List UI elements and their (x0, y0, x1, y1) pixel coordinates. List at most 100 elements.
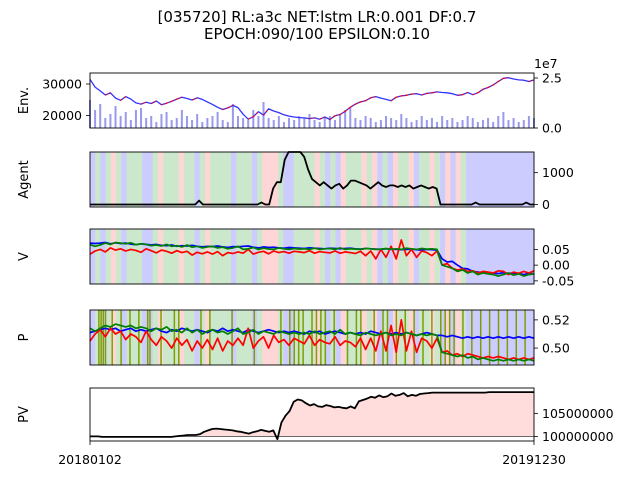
policy-region (298, 229, 305, 284)
volume-bar (191, 120, 194, 128)
volume-bar (349, 108, 352, 128)
policy-region (121, 229, 127, 284)
policy-region (471, 229, 477, 284)
policy-region (231, 310, 237, 365)
policy-region (105, 310, 112, 365)
policy-region (168, 152, 174, 207)
price-up-segment (309, 117, 315, 120)
axes-frame (89, 72, 535, 129)
y-tick-label: 20000 (42, 108, 82, 123)
axis-exponent-label: 1e7 (534, 56, 558, 71)
policy-region (471, 152, 477, 207)
volume-bar (446, 120, 449, 128)
policy-region (403, 152, 410, 207)
policy-region (439, 152, 446, 207)
price-up-segment (140, 101, 147, 105)
policy-region (137, 152, 143, 207)
price-up-segment (227, 104, 234, 109)
policy-region (293, 152, 300, 207)
policy-region (157, 229, 164, 284)
value-sell-line (89, 239, 535, 276)
policy-region (283, 310, 289, 365)
policy-region (366, 152, 373, 207)
policy-region (408, 229, 415, 284)
policy-region (340, 152, 347, 207)
panel-value: 0.050.00-0.05 V (17, 228, 574, 288)
volume-bar (109, 114, 112, 128)
price-up-segment (457, 94, 463, 96)
policy-region (429, 229, 436, 284)
policy-region (398, 229, 404, 284)
volume-bar (379, 120, 382, 128)
volume-bar (374, 122, 377, 128)
volume-bar (104, 118, 107, 128)
volume-bar (492, 122, 495, 128)
price-up-segment (370, 96, 376, 99)
volume-bar (527, 116, 530, 128)
policy-region (220, 229, 227, 284)
policy-region (513, 229, 519, 284)
policy-region (184, 229, 190, 284)
policy-region (189, 310, 195, 365)
policy-region (220, 152, 227, 207)
policy-region (210, 229, 216, 284)
policy-region (126, 229, 133, 284)
policy-region (460, 152, 467, 207)
y-axis-label: V (17, 252, 32, 261)
price-up-segment (421, 92, 427, 96)
price-up-segment (191, 97, 198, 101)
price-up-segment (355, 101, 361, 105)
volume-bar (354, 118, 357, 128)
volume-bar (288, 118, 291, 128)
policy-region (262, 152, 268, 207)
policy-region (486, 152, 493, 207)
policy-region (131, 229, 138, 284)
price-up-segment (406, 93, 412, 96)
policy-region (152, 310, 159, 365)
volume-bar (160, 114, 163, 128)
portfolio-value-line (90, 391, 534, 441)
volume-bar (211, 116, 214, 128)
policy-region (439, 310, 446, 365)
policy-region (523, 152, 530, 207)
policy-region (157, 152, 164, 207)
volume-bar (517, 122, 520, 128)
policy-region (278, 229, 284, 284)
policy-region (481, 229, 488, 284)
price-up-segment (161, 102, 167, 106)
price-up-segment (482, 86, 489, 90)
policy-region (492, 152, 498, 207)
pv-profit-area (90, 392, 534, 437)
price-up-segment (339, 110, 346, 115)
price-up-segment (503, 77, 509, 79)
policy-region (168, 229, 174, 284)
price-up-segment (390, 96, 397, 102)
policy-region (126, 152, 133, 207)
policy-region (450, 229, 457, 284)
y-tick-label: 0.00 (542, 258, 570, 273)
volume-bar (196, 114, 199, 128)
price-up-segment (431, 91, 438, 94)
policy-region (225, 229, 232, 284)
volume-bar (487, 118, 490, 128)
policy-region (298, 310, 305, 365)
policy-region (476, 229, 483, 284)
volume-bar (94, 110, 97, 128)
volume-bar (206, 118, 209, 128)
policy-region (116, 229, 122, 284)
policy-region (507, 152, 514, 207)
policy-region (173, 152, 180, 207)
policy-region (131, 310, 138, 365)
policy-region (497, 152, 504, 207)
policy-region (95, 152, 101, 207)
policy-region (283, 229, 289, 284)
price-up-segment (477, 88, 484, 94)
policy-region (439, 229, 446, 284)
policy-region (267, 229, 274, 284)
policy-region (225, 310, 232, 365)
policy-region (330, 229, 336, 284)
policy-region (492, 229, 498, 284)
policy-region (340, 310, 347, 365)
volume-bar (216, 112, 219, 128)
volume-bar (441, 116, 444, 128)
